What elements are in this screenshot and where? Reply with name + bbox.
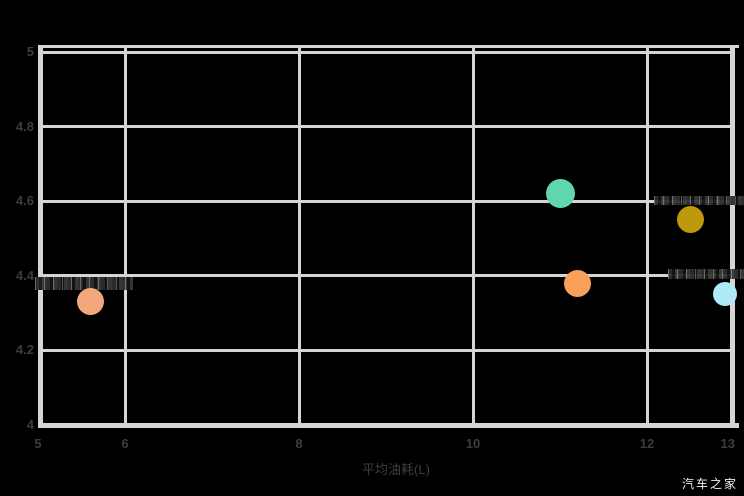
gridline-horizontal	[38, 50, 734, 54]
watermark-autohome: 汽车之家	[681, 477, 738, 491]
x-axis-tick-label: 12	[639, 436, 655, 451]
x-axis-tick-label: 13	[720, 436, 735, 451]
plot-border-right	[730, 45, 735, 428]
gridline-vertical	[645, 45, 649, 425]
plot-border-top	[38, 45, 739, 48]
gridline-horizontal	[38, 274, 734, 278]
point-label-smudge	[654, 196, 744, 205]
x-axis-title: 平均油耗(L)	[362, 462, 430, 477]
point-label-smudge	[668, 269, 744, 279]
scatter-point[interactable]	[545, 179, 575, 209]
scatter-point[interactable]	[563, 269, 591, 297]
x-axis-tick-label: 6	[121, 436, 129, 451]
y-axis-tick-label: 4.4	[15, 267, 34, 283]
scatter-point[interactable]	[677, 206, 704, 234]
x-axis-tick-label: 5	[34, 436, 42, 451]
y-axis-tick-label: 4.8	[15, 118, 34, 134]
plot-border-bottom	[38, 423, 739, 428]
y-axis-line	[38, 45, 43, 428]
gridline-vertical	[471, 45, 475, 425]
y-axis-tick-label: 4.2	[15, 342, 34, 358]
y-axis-tick-label: 4	[26, 417, 34, 432]
y-axis-tick-label: 5	[26, 44, 34, 59]
gridline-horizontal	[38, 125, 734, 129]
y-axis-tick-label: 4.6	[15, 193, 34, 209]
x-axis-tick-label: 8	[295, 436, 303, 451]
gridline-horizontal	[38, 348, 734, 352]
gridline-horizontal	[38, 199, 734, 203]
scatter-point[interactable]	[76, 288, 104, 316]
x-axis-tick-label: 10	[465, 436, 481, 451]
scatter-point[interactable]	[713, 282, 738, 307]
gridline-vertical	[297, 45, 301, 425]
gridline-vertical	[123, 45, 127, 425]
point-label-smudge	[35, 277, 133, 290]
